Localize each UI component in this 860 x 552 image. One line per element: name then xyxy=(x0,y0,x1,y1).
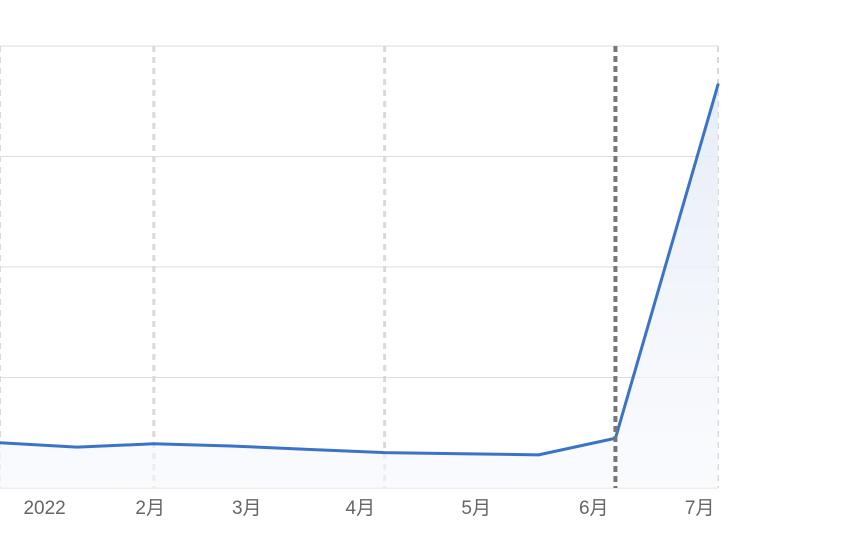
x-tick-label: 6月 xyxy=(579,498,609,519)
area-layer xyxy=(0,84,718,489)
x-tick-label: 2月 xyxy=(135,498,165,519)
x-tick-label: 3月 xyxy=(232,498,262,519)
data-point xyxy=(152,442,156,446)
data-point xyxy=(383,451,387,455)
data-point xyxy=(306,447,310,451)
data-point xyxy=(716,83,720,87)
tick-label-layer: 2022 2月 3月 4月 5月 6月 7月 xyxy=(23,498,714,519)
data-point xyxy=(537,453,541,457)
x-tick-label: 2022 xyxy=(23,498,65,519)
grid-layer xyxy=(0,45,719,489)
x-tick-label: 4月 xyxy=(346,498,376,519)
line-layer xyxy=(0,83,720,457)
x-tick-label: 7月 xyxy=(685,498,715,519)
x-tick-label: 5月 xyxy=(461,498,491,519)
series-area xyxy=(0,84,718,489)
series-line xyxy=(0,83,720,457)
data-point xyxy=(75,445,79,449)
data-point xyxy=(460,452,464,456)
data-point xyxy=(229,444,233,448)
